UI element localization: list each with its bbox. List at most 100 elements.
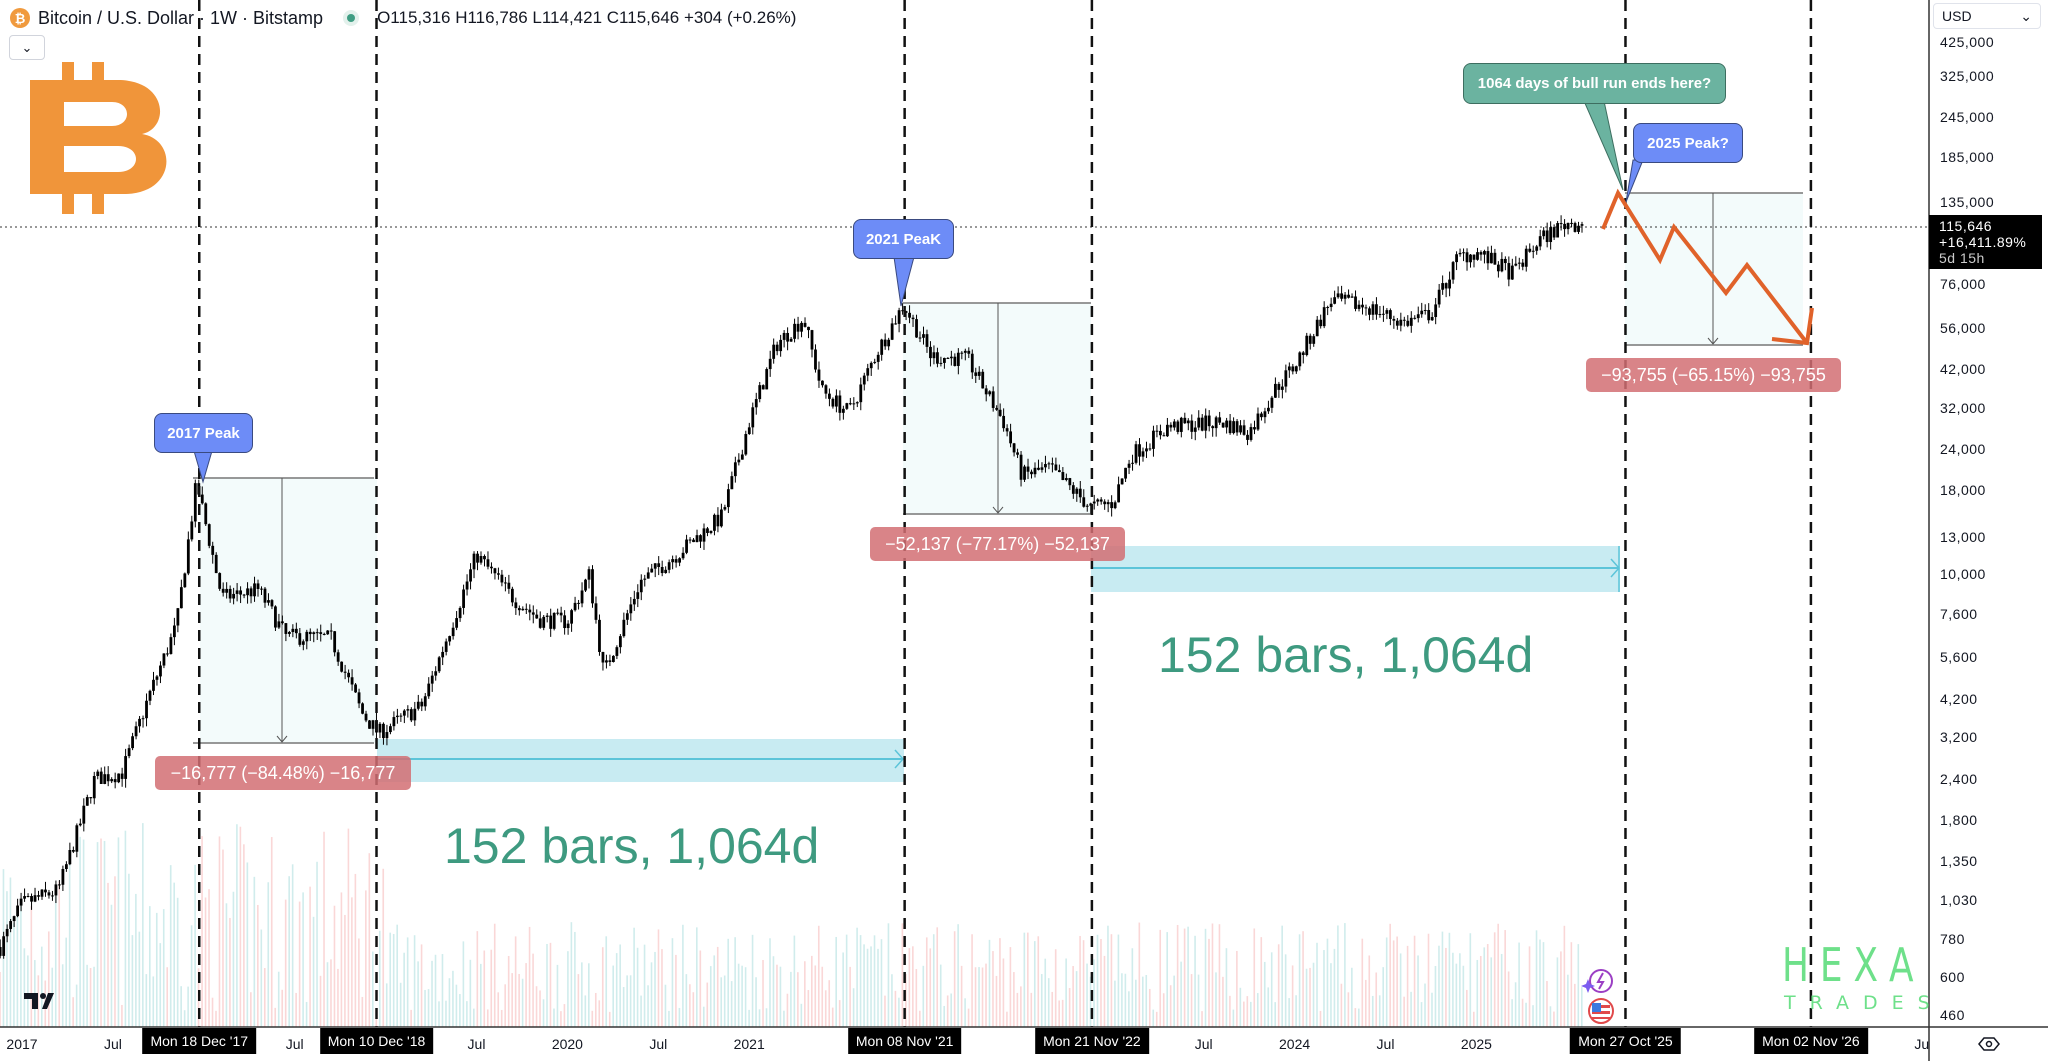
volume-bar bbox=[1337, 925, 1339, 1027]
price-tick-label: 5,600 bbox=[1940, 649, 1978, 666]
projection-path[interactable] bbox=[1601, 188, 1814, 346]
drawdown-label-2026[interactable]: −93,755 (−65.15%) −93,755 bbox=[1586, 358, 1841, 392]
volume-bar bbox=[821, 966, 824, 1027]
volume-bar bbox=[500, 1009, 503, 1027]
volume-bar bbox=[626, 975, 628, 1027]
volume-bar bbox=[1061, 999, 1064, 1027]
volume-bar bbox=[1239, 987, 1242, 1027]
volume-bar bbox=[86, 964, 88, 1027]
candle-body bbox=[1476, 252, 1479, 260]
drawdown-label-2022[interactable]: −52,137 (−77.17%) −52,137 bbox=[870, 527, 1125, 561]
candle-body bbox=[1483, 251, 1486, 255]
volume-bar bbox=[901, 923, 904, 1027]
duration-label-1[interactable]: 152 bars, 1,064d bbox=[444, 818, 820, 874]
volume-bar bbox=[1333, 948, 1336, 1027]
candle-body bbox=[1343, 294, 1347, 299]
candle-body bbox=[967, 350, 971, 354]
candle-body bbox=[807, 326, 810, 331]
candle-body bbox=[427, 683, 431, 697]
price-tick-label: 3,200 bbox=[1940, 729, 1978, 746]
volume-bar bbox=[804, 961, 806, 1027]
candle-body bbox=[37, 895, 40, 897]
candle-body bbox=[1120, 478, 1124, 485]
candle-body bbox=[312, 632, 316, 635]
candle-body bbox=[1078, 488, 1082, 498]
candle-body bbox=[1176, 421, 1180, 432]
market-status-icon[interactable] bbox=[343, 10, 360, 26]
peak-2025-callout[interactable]: 2025 Peak? bbox=[1633, 123, 1743, 163]
bull-run-note-callout[interactable]: 1064 days of bull run ends here? bbox=[1463, 63, 1726, 104]
candle-body bbox=[214, 554, 218, 574]
drawdown-label-2018[interactable]: −16,777 (−84.48%) −16,777 bbox=[155, 756, 411, 790]
candle-body bbox=[591, 569, 594, 604]
volume-bar bbox=[1243, 1001, 1245, 1027]
candle-body bbox=[1535, 246, 1539, 251]
volume-bar bbox=[797, 972, 799, 1027]
candle-body bbox=[451, 627, 455, 637]
candle-body bbox=[894, 323, 898, 325]
volume-bar bbox=[1371, 995, 1374, 1027]
volume-bar bbox=[316, 861, 318, 1027]
candle-body bbox=[695, 535, 699, 543]
duration-bar-1[interactable] bbox=[377, 739, 905, 782]
peak-2021-callout[interactable]: 2021 PeaK bbox=[853, 219, 954, 259]
symbol-title[interactable]: Bitcoin / U.S. Dollar · 1W · Bitstamp bbox=[38, 7, 324, 28]
volume-bar bbox=[194, 864, 196, 1027]
volume-bar bbox=[675, 954, 677, 1027]
volume-bar bbox=[399, 982, 402, 1027]
volume-bar bbox=[835, 936, 837, 1027]
duration-bar-2[interactable] bbox=[1091, 546, 1621, 592]
candle-body bbox=[1409, 317, 1413, 326]
candle-body bbox=[754, 399, 758, 408]
candle-body bbox=[406, 709, 410, 711]
volume-bar bbox=[1413, 935, 1416, 1027]
candle-body bbox=[340, 661, 344, 672]
volume-bar bbox=[605, 936, 608, 1027]
volume-bar bbox=[922, 965, 925, 1027]
volume-bar bbox=[47, 931, 50, 1027]
volume-bar bbox=[852, 988, 855, 1027]
marker-date-label: Mon 08 Nov '21 bbox=[847, 1028, 962, 1054]
collapse-legend-button[interactable]: ⌄ bbox=[9, 35, 45, 60]
volume-bar bbox=[1500, 953, 1503, 1027]
drawdown-box-2018[interactable] bbox=[193, 477, 377, 744]
price-tick-label: 185,000 bbox=[1940, 148, 1995, 165]
candle-body bbox=[1507, 263, 1511, 280]
duration-label-2[interactable]: 152 bars, 1,064d bbox=[1158, 627, 1534, 683]
candle-body bbox=[688, 539, 692, 541]
volume-bar bbox=[974, 967, 977, 1027]
symbol-header[interactable]: ₿ Bitcoin / U.S. Dollar · 1W · Bitstamp … bbox=[10, 6, 796, 30]
candle-body bbox=[1510, 265, 1514, 280]
volume-bar bbox=[1180, 961, 1182, 1027]
candle-body bbox=[301, 641, 305, 645]
volume-bar bbox=[0, 971, 1, 1027]
volume-bar bbox=[215, 1010, 217, 1027]
chevron-down-icon: ⌄ bbox=[21, 40, 33, 55]
marker-date-label: Mon 02 Nov '26 bbox=[1754, 1028, 1868, 1054]
candle-body bbox=[1329, 303, 1333, 308]
price-change-percent: +16,411.89% bbox=[1939, 234, 2027, 250]
volume-bar bbox=[166, 967, 169, 1027]
axis-settings-icon[interactable] bbox=[1978, 1037, 2000, 1051]
currency-select[interactable]: USD ⌄ bbox=[1933, 3, 2041, 29]
volume-bar bbox=[288, 876, 290, 1027]
candle-body bbox=[598, 619, 601, 652]
volume-bar bbox=[410, 1009, 412, 1027]
drawdown-box-2026[interactable] bbox=[1625, 192, 1803, 346]
volume-bar bbox=[438, 1001, 440, 1027]
candle-body bbox=[845, 403, 849, 409]
ai-spark-icon[interactable] bbox=[1581, 969, 1613, 993]
volume-bar bbox=[716, 946, 719, 1027]
peak-2017-callout[interactable]: 2017 Peak bbox=[154, 413, 253, 453]
volume-bar bbox=[765, 1008, 768, 1027]
us-flag-icon[interactable] bbox=[1588, 998, 1614, 1024]
volume-bar bbox=[1497, 923, 1499, 1027]
volume-bar bbox=[859, 935, 862, 1027]
candle-body bbox=[1037, 467, 1040, 470]
volume-bar bbox=[9, 877, 12, 1027]
volume-bar bbox=[1542, 942, 1545, 1027]
candle-body bbox=[2, 936, 6, 956]
volume-bar bbox=[507, 955, 510, 1027]
volume-bar bbox=[1563, 925, 1566, 1027]
